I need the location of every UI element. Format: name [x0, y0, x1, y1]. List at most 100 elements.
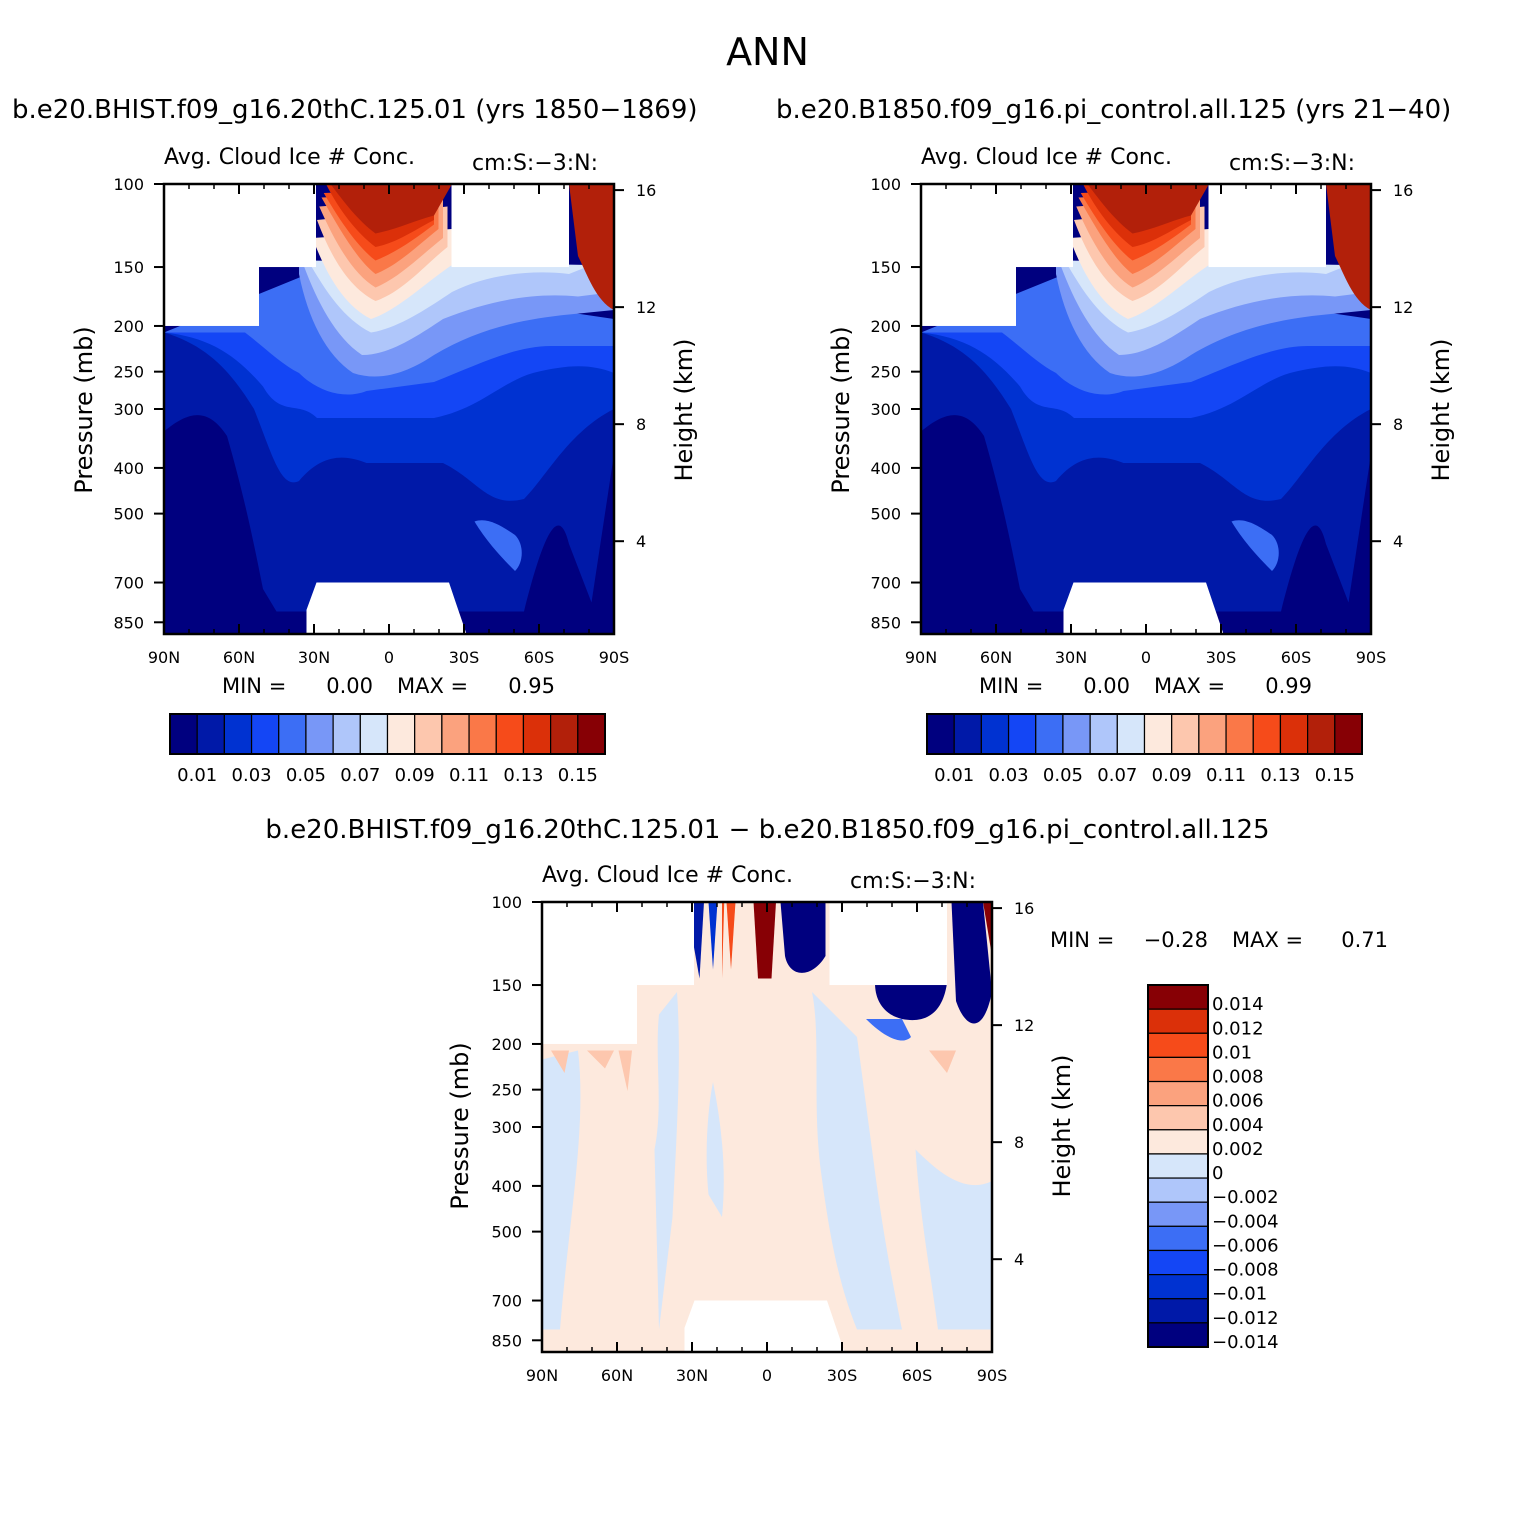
panel2-plot: 90N 60N 30N 0 30S 60S 90S 100 150 200 250 300 400 500…	[870, 175, 1413, 667]
y-tick-label: 250	[113, 363, 144, 382]
panel2-ylabel-right: Height (km)	[1427, 339, 1455, 482]
colorbar-swatch	[1147, 1056, 1209, 1083]
y-right-tick-label: 16	[636, 181, 656, 200]
colorbar-swatch	[305, 713, 334, 755]
contour-band	[726, 902, 736, 970]
colorbar-swatch	[1225, 713, 1254, 755]
y-right-tick-label: 16	[1014, 899, 1034, 918]
colorbar-label: −0.002	[1212, 1187, 1279, 1208]
max-label: MAX =	[397, 674, 468, 698]
colorbar-label: 0.014	[1212, 994, 1264, 1015]
colorbar-swatch	[577, 713, 606, 755]
colorbar-swatch	[223, 713, 253, 755]
max-value: 0.71	[1341, 928, 1388, 952]
diff-subtitle-left: Avg. Cloud Ice # Conc.	[542, 863, 793, 888]
x-tick-label: 60N	[601, 1366, 633, 1385]
min-label: MIN =	[979, 674, 1043, 698]
colorbar-swatch	[550, 713, 579, 755]
panel2-figure: Avg. Cloud Ice # Conc. cm:S:−3:N: 90N 60N…	[827, 145, 1455, 786]
y-tick-label: 850	[113, 613, 144, 632]
colorbar-frame	[169, 713, 606, 755]
diff-plot: 90N 60N 30N 0 30S 60S 90S 100 150 200 250 300 400 500…	[491, 893, 1034, 1385]
x-tick-label: 90S	[977, 1366, 1008, 1385]
panel1-subtitle-left: Avg. Cloud Ice # Conc.	[164, 145, 415, 170]
contour-band	[983, 902, 992, 956]
panel1-figure: Avg. Cloud Ice # Conc. cm:S:−3:N: 90N 60N…	[70, 145, 698, 786]
diff-subtitle-right: cm:S:−3:N:	[850, 869, 976, 894]
colorbar-swatch	[468, 713, 497, 755]
colorbar-swatch	[1198, 713, 1227, 755]
y-tick-label: 300	[491, 1118, 522, 1137]
contour-band	[542, 1050, 581, 1330]
min-value: 0.00	[1083, 674, 1130, 698]
x-tick-label: 30N	[1055, 648, 1087, 667]
colorbar-swatch	[1147, 1225, 1209, 1252]
figure-title: ANN	[726, 30, 809, 74]
colorbar-swatch	[1116, 713, 1146, 755]
max-label: MAX =	[1232, 928, 1303, 952]
missing-data-mask	[451, 184, 569, 268]
colorbar-label: −0.014	[1212, 1332, 1279, 1353]
colorbar-swatch	[1147, 1249, 1209, 1276]
colorbar-label: 0.05	[1043, 765, 1083, 786]
colorbar-swatch	[1147, 984, 1209, 1010]
panel2-ylabel: Pressure (mb)	[827, 326, 855, 493]
y-tick-label: 850	[870, 613, 901, 632]
colorbar-label: −0.01	[1212, 1284, 1267, 1305]
y-right-tick-label: 4	[1393, 532, 1403, 551]
y-right-tick-label: 8	[1014, 1133, 1024, 1152]
contour-band	[875, 983, 947, 1021]
diff-stats: MIN = −0.28 MAX = 0.71	[1050, 928, 1388, 952]
colorbar-swatch	[1147, 1008, 1209, 1034]
colorbar-swatch	[1007, 713, 1037, 755]
contour-band	[330, 184, 453, 234]
colorbar-label: 0.09	[1152, 765, 1192, 786]
panel1-run-title: b.e20.BHIST.f09_g16.20thC.125.01 (yrs 18…	[12, 95, 698, 125]
y-tick-label: 700	[113, 574, 144, 593]
y-tick-label: 150	[113, 258, 144, 277]
contour-band	[722, 902, 725, 979]
colorbar-swatch	[386, 713, 416, 755]
y-tick-label: 250	[870, 363, 901, 382]
y-tick-label: 300	[113, 400, 144, 419]
colorbar-swatch	[441, 713, 470, 755]
colorbar-swatch	[1147, 1129, 1209, 1155]
colorbar-label: 0.11	[1206, 765, 1246, 786]
contour-band	[708, 902, 718, 970]
max-value: 0.95	[508, 674, 555, 698]
y-tick-label: 500	[113, 505, 144, 524]
contour-band	[1326, 184, 1371, 310]
y-tick-label: 100	[491, 893, 522, 912]
colorbar-label: 0.07	[340, 765, 380, 786]
contour-band	[551, 1050, 569, 1073]
x-tick-label: 90N	[905, 648, 937, 667]
colorbar-swatch	[1147, 1322, 1209, 1348]
x-tick-label: 0	[762, 1366, 772, 1385]
diff-ylabel-right: Height (km)	[1048, 1055, 1076, 1198]
colorbar-swatch	[1171, 713, 1200, 755]
y-right-tick-label: 8	[636, 415, 646, 434]
contour-band	[618, 1050, 632, 1091]
colorbar-swatch	[1062, 713, 1091, 755]
colorbar-label: 0.006	[1212, 1091, 1264, 1112]
colorbar-label: 0.03	[989, 765, 1029, 786]
colorbar-swatch	[169, 713, 198, 755]
colorbar-label: 0	[1212, 1163, 1223, 1184]
colorbar-label: 0.03	[232, 765, 272, 786]
colorbar-label: −0.008	[1212, 1260, 1279, 1281]
colorbar-label: 0.05	[286, 765, 326, 786]
min-value: −0.28	[1144, 928, 1208, 952]
x-tick-label: 30S	[827, 1366, 858, 1385]
colorbar-label: −0.004	[1212, 1211, 1279, 1232]
missing-data-mask	[921, 184, 1016, 326]
contour-band	[587, 1050, 614, 1069]
y-right-tick-label: 4	[636, 532, 646, 551]
diff-run-title: b.e20.BHIST.f09_g16.20thC.125.01 − b.e20…	[265, 815, 1270, 845]
colorbar-label: 0.004	[1212, 1115, 1264, 1136]
colorbar-frame	[1147, 984, 1209, 1348]
x-tick-label: 60S	[1281, 648, 1312, 667]
colorbar-frame	[926, 713, 1363, 755]
y-right-tick-label: 12	[1393, 298, 1413, 317]
x-tick-label: 30N	[676, 1366, 708, 1385]
panel1-ylabel-right: Height (km)	[670, 339, 698, 482]
